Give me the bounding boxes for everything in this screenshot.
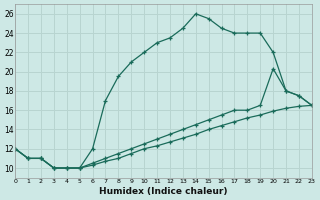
X-axis label: Humidex (Indice chaleur): Humidex (Indice chaleur) [99,187,228,196]
